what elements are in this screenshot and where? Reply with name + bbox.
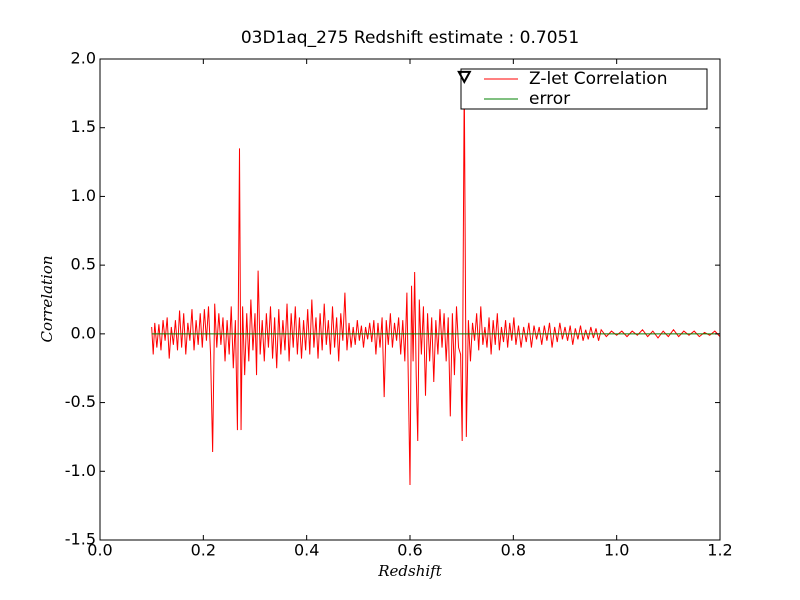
y-axis-label: Correlation	[38, 256, 56, 343]
x-tick-label: 0.6	[397, 541, 422, 560]
y-tick-label: -0.5	[65, 392, 96, 411]
x-axis-label: Redshift	[377, 562, 442, 580]
y-tick-label: 2.0	[71, 49, 96, 68]
y-tick-label: -1.0	[65, 461, 96, 480]
y-tick-label: -1.5	[65, 530, 96, 549]
redshift-marker	[457, 70, 472, 84]
legend-label: error	[529, 89, 570, 109]
legend-label: Z-let Correlation	[529, 69, 667, 89]
x-tick-label: 0.8	[501, 541, 526, 560]
x-tick-label: 0.2	[191, 541, 216, 560]
y-tick-label: 0.5	[71, 255, 96, 274]
chart-title: 03D1aq_275 Redshift estimate : 0.7051	[241, 28, 579, 48]
y-tick-label: 1.0	[71, 186, 96, 205]
x-tick-label: 1.0	[604, 541, 629, 560]
x-tick-label: 1.2	[707, 541, 732, 560]
legend-box	[460, 68, 708, 110]
x-tick-label: 0.4	[294, 541, 319, 560]
y-tick-label: 0.0	[71, 323, 96, 342]
data-line	[151, 78, 721, 486]
x-tick-label: 0.0	[87, 541, 112, 560]
y-tick-label: 1.5	[71, 117, 96, 136]
